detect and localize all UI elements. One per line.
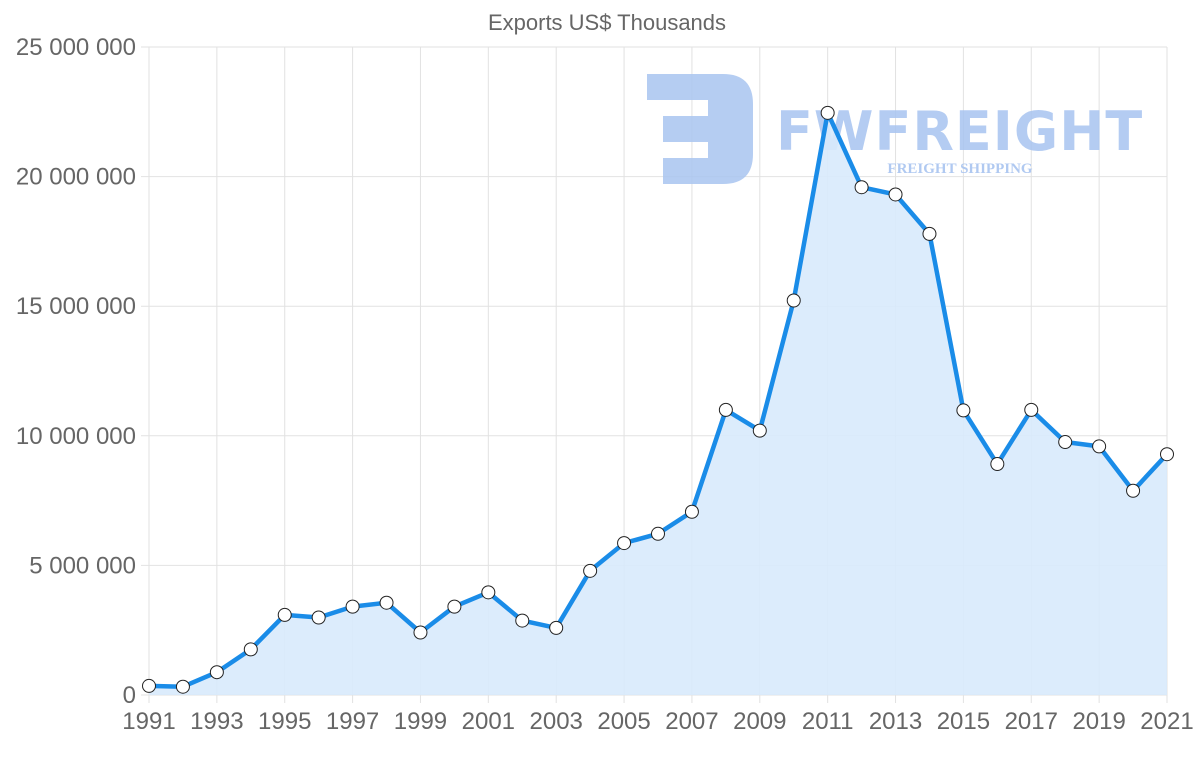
data-point-1993[interactable] (209, 665, 224, 680)
x-tick-label: 1995 (258, 708, 311, 735)
data-point-2020[interactable] (1126, 483, 1141, 498)
x-tick-label: 2021 (1140, 708, 1193, 735)
x-tick-label: 2017 (1005, 708, 1058, 735)
chart-title: Exports US$ Thousands (488, 10, 726, 35)
data-point-2017[interactable] (1024, 402, 1039, 417)
data-point-2014[interactable] (922, 226, 937, 241)
data-point-1999[interactable] (413, 625, 428, 640)
data-point-1996[interactable] (311, 610, 326, 625)
y-tick-label: 5 000 000 (29, 552, 136, 579)
data-point-2018[interactable] (1058, 435, 1073, 450)
y-axis: 0 5 000 000 10 000 000 15 000 000 20 000 000… (16, 34, 136, 709)
data-point-2010[interactable] (786, 293, 801, 308)
data-point-1991[interactable] (142, 678, 156, 693)
x-tick-label: 2009 (733, 708, 786, 735)
area-fill (149, 112, 1167, 696)
x-tick-label: 1993 (190, 708, 243, 735)
data-point-2007[interactable] (684, 504, 699, 519)
y-tick-label: 0 (123, 682, 136, 709)
data-point-2009[interactable] (752, 423, 767, 438)
x-tick-label: 2013 (869, 708, 922, 735)
data-point-2002[interactable] (515, 613, 530, 628)
x-tick-label: 2015 (937, 708, 990, 735)
x-tick-label: 2005 (597, 708, 650, 735)
data-point-2021[interactable] (1160, 447, 1174, 462)
x-tick-label: 2019 (1072, 708, 1125, 735)
x-tick-label: 1999 (394, 708, 447, 735)
x-tick-label: 2011 (802, 708, 854, 735)
data-point-1994[interactable] (243, 642, 258, 657)
data-point-1995[interactable] (277, 607, 292, 622)
data-point-2006[interactable] (651, 526, 665, 541)
data-point-2016[interactable] (990, 457, 1005, 472)
data-point-2001[interactable] (481, 585, 496, 600)
data-point-2011[interactable] (820, 105, 835, 120)
data-point-2005[interactable] (617, 536, 632, 551)
y-tick-label: 25 000 000 (16, 34, 136, 61)
x-tick-label: 2003 (530, 708, 583, 735)
x-tick-label: 1997 (326, 708, 379, 735)
data-points (142, 105, 1174, 694)
y-tick-label: 20 000 000 (16, 164, 136, 191)
x-axis: 1991 1993 1995 1997 1999 2001 2003 2005 2007 2009… (122, 708, 1193, 735)
x-tick-label: 2001 (462, 708, 515, 735)
data-point-1997[interactable] (345, 599, 360, 614)
data-point-1998[interactable] (379, 595, 394, 610)
x-tick-label: 2007 (665, 708, 718, 735)
x-tick-label: 1991 (122, 708, 175, 735)
data-point-2008[interactable] (718, 402, 733, 417)
data-point-2019[interactable] (1092, 439, 1107, 454)
watermark-tagline: FREIGHT SHIPPING (887, 161, 1032, 177)
data-point-2000[interactable] (447, 599, 462, 614)
fwfreight-logo-icon (647, 74, 753, 184)
y-tick-label: 15 000 000 (16, 293, 136, 320)
data-point-1992[interactable] (175, 679, 190, 694)
y-tick-label: 10 000 000 (16, 423, 136, 450)
data-point-2015[interactable] (956, 403, 971, 418)
data-point-2013[interactable] (888, 187, 903, 202)
data-point-2004[interactable] (583, 563, 598, 578)
data-point-2003[interactable] (549, 620, 564, 635)
data-point-2012[interactable] (854, 180, 869, 195)
